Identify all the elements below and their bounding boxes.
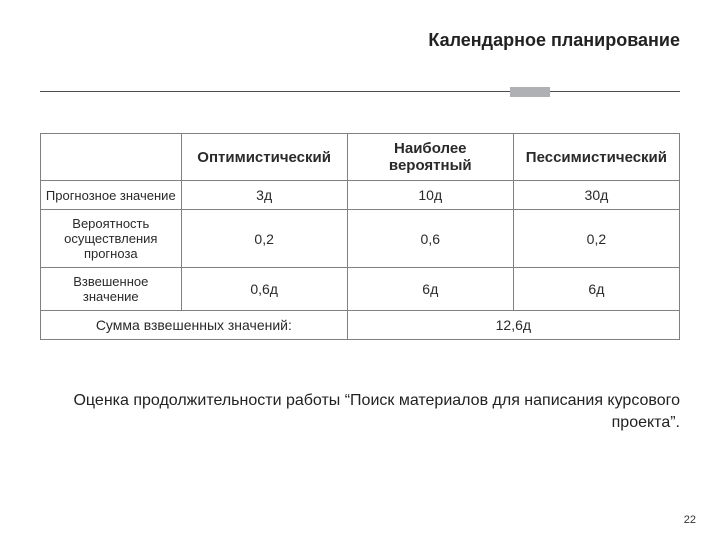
cell: 0,6 [347,210,513,268]
col-header-most-likely: Наиболее вероятный [347,134,513,181]
cell: 30д [513,181,679,210]
cell: 0,2 [513,210,679,268]
estimates-table-wrap: Оптимистический Наиболее вероятный Песси… [40,133,680,340]
slide: Календарное планирование Оптимистический… [0,0,720,540]
rule-accent-block [510,87,550,97]
cell: 0,2 [181,210,347,268]
page-title: Календарное планирование [40,30,680,51]
row-label: Вероятность осуществления прогноза [41,210,182,268]
row-label: Прогнозное значение [41,181,182,210]
summary-label: Сумма взвешенных значений: [41,311,348,340]
cell: 6д [347,268,513,311]
caption-text: Оценка продолжительности работы “Поиск м… [40,390,680,433]
table-summary-row: Сумма взвешенных значений: 12,6д [41,311,680,340]
col-header-empty [41,134,182,181]
cell: 6д [513,268,679,311]
table-row: Взвешенное значение 0,6д 6д 6д [41,268,680,311]
page-number: 22 [684,514,696,526]
col-header-optimistic: Оптимистический [181,134,347,181]
summary-value: 12,6д [347,311,679,340]
row-label: Взвешенное значение [41,268,182,311]
cell: 10д [347,181,513,210]
estimates-table: Оптимистический Наиболее вероятный Песси… [40,133,680,340]
cell: 0,6д [181,268,347,311]
table-row: Вероятность осуществления прогноза 0,2 0… [41,210,680,268]
table-header-row: Оптимистический Наиболее вероятный Песси… [41,134,680,181]
table-row: Прогнозное значение 3д 10д 30д [41,181,680,210]
cell: 3д [181,181,347,210]
rule-line [40,91,680,92]
title-rule [40,87,680,97]
col-header-pessimistic: Пессимистический [513,134,679,181]
